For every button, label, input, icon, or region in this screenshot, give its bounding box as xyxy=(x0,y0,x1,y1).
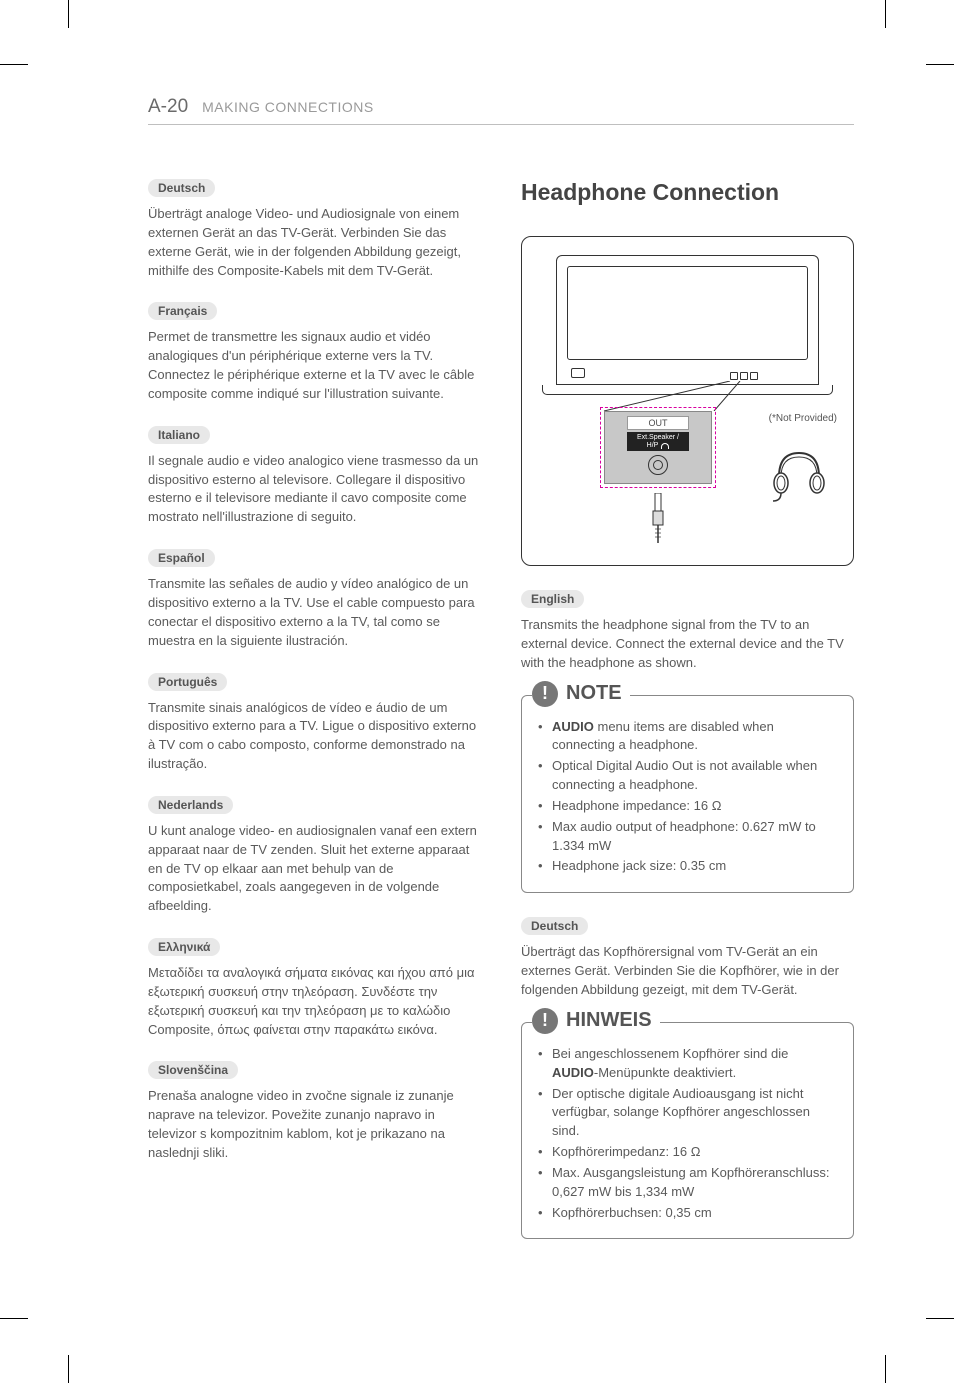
out-label: OUT xyxy=(627,416,689,430)
crop-mark xyxy=(926,1318,954,1319)
tv-screen-icon xyxy=(567,266,808,360)
note-item: Bei angeschlossenem Kopfhörer sind die A… xyxy=(538,1045,837,1083)
paragraph: Transmite las señales de audio y vídeo a… xyxy=(148,575,481,650)
jack-icon xyxy=(648,455,668,475)
note-header: ! NOTE xyxy=(532,681,630,707)
port-label-line2: H/P xyxy=(647,442,659,450)
note-item: Max audio output of headphone: 0.627 mW … xyxy=(538,818,837,856)
left-column: Deutsch Überträgt analoge Video- und Aud… xyxy=(148,179,481,1263)
paragraph: Transmits the headphone signal from the … xyxy=(521,616,854,673)
port-highlight: OUT Ext.Speaker / H/P xyxy=(600,407,716,488)
not-provided-label: (*Not Provided) xyxy=(769,413,837,424)
lang-block-italiano: Italiano Il segnale audio e video analog… xyxy=(148,426,481,527)
tv-sensor-icon xyxy=(571,368,585,378)
lang-tag: Français xyxy=(148,302,217,320)
port-panel: OUT Ext.Speaker / H/P xyxy=(600,407,716,488)
lang-tag: Português xyxy=(148,673,227,691)
lang-block-deutsch-right: Deutsch Überträgt das Kopfhörersignal vo… xyxy=(521,917,854,1000)
page-header: A-20 MAKING CONNECTIONS xyxy=(148,96,854,125)
paragraph: Il segnale audio e video analogico viene… xyxy=(148,452,481,527)
headphone-glyph-icon xyxy=(661,443,669,449)
lang-block-greek: Ελληνικά Μεταδίδει τα αναλογικά σήματα ε… xyxy=(148,938,481,1039)
port-label: Ext.Speaker / H/P xyxy=(627,432,689,451)
paragraph: Transmite sinais analógicos de vídeo e á… xyxy=(148,699,481,774)
note-box-english: ! NOTE AUDIO menu items are disabled whe… xyxy=(521,695,854,894)
paragraph: Prenaša analogne video in zvočne signale… xyxy=(148,1087,481,1162)
lang-block-nederlands: Nederlands U kunt analoge video- en audi… xyxy=(148,796,481,916)
info-icon: ! xyxy=(532,1008,558,1034)
note-title: NOTE xyxy=(566,682,622,705)
tv-stand-icon xyxy=(542,385,833,395)
note-item: Headphone impedance: 16 Ω xyxy=(538,797,837,816)
page: A-20 MAKING CONNECTIONS Deutsch Überträg… xyxy=(0,0,954,1383)
lang-tag: Italiano xyxy=(148,426,210,444)
crop-mark xyxy=(0,1318,28,1319)
crop-mark xyxy=(885,1355,886,1383)
tv-icon xyxy=(556,255,819,385)
lang-tag: Deutsch xyxy=(521,917,588,935)
paragraph: Μεταδίδει τα αναλογικά σήματα εικόνας κα… xyxy=(148,964,481,1039)
headphones-icon xyxy=(769,447,829,503)
lang-block-deutsch: Deutsch Überträgt analoge Video- und Aud… xyxy=(148,179,481,280)
paragraph: Überträgt analoge Video- und Audiosignal… xyxy=(148,205,481,280)
lang-block-francais: Français Permet de transmettre les signa… xyxy=(148,302,481,403)
connection-diagram: OUT Ext.Speaker / H/P xyxy=(521,236,854,566)
lang-tag: Ελληνικά xyxy=(148,938,220,956)
lang-tag: Deutsch xyxy=(148,179,215,197)
port-label-line1: Ext.Speaker / xyxy=(627,434,689,442)
note-box-deutsch: ! HINWEIS Bei angeschlossenem Kopfhörer … xyxy=(521,1022,854,1240)
note-item: Der optische digitale Audioausgang ist n… xyxy=(538,1085,837,1142)
section-name: MAKING CONNECTIONS xyxy=(202,99,374,115)
crop-mark xyxy=(0,64,28,65)
paragraph: Überträgt das Kopfhörersignal vom TV-Ger… xyxy=(521,943,854,1000)
note-header: ! HINWEIS xyxy=(532,1008,660,1034)
lang-block-slovenscina: Slovenščina Prenaša analogne video in zv… xyxy=(148,1061,481,1162)
lang-tag: Español xyxy=(148,549,215,567)
crop-mark xyxy=(885,0,886,28)
note-item: Headphone jack size: 0.35 cm xyxy=(538,857,837,876)
note-item: Kopfhörerimpedanz: 16 Ω xyxy=(538,1143,837,1162)
lang-block-espanol: Español Transmite las señales de audio y… xyxy=(148,549,481,650)
heading-headphone-connection: Headphone Connection xyxy=(521,179,854,206)
lang-tag: Nederlands xyxy=(148,796,233,814)
crop-mark xyxy=(68,0,69,28)
page-number: A-20 xyxy=(148,96,188,118)
paragraph: Permet de transmettre les signaux audio … xyxy=(148,328,481,403)
note-item: Optical Digital Audio Out is not availab… xyxy=(538,757,837,795)
note-item: Max. Ausgangsleistung am Kopfhöreranschl… xyxy=(538,1164,837,1202)
note-title: HINWEIS xyxy=(566,1009,652,1032)
note-list: AUDIO menu items are disabled when conne… xyxy=(538,718,837,877)
info-icon: ! xyxy=(532,681,558,707)
right-column: Headphone Connection OUT xyxy=(521,179,854,1263)
port-panel-body: OUT Ext.Speaker / H/P xyxy=(604,411,712,484)
crop-mark xyxy=(68,1355,69,1383)
note-item: Kopfhörerbuchsen: 0,35 cm xyxy=(538,1204,837,1223)
note-list: Bei angeschlossenem Kopfhörer sind die A… xyxy=(538,1045,837,1223)
lang-tag: English xyxy=(521,590,584,608)
tv-port-icon xyxy=(730,372,758,380)
paragraph: U kunt analoge video- en audiosignalen v… xyxy=(148,822,481,916)
lang-tag: Slovenščina xyxy=(148,1061,238,1079)
note-item: AUDIO menu items are disabled when conne… xyxy=(538,718,837,756)
content-columns: Deutsch Überträgt analoge Video- und Aud… xyxy=(148,179,854,1263)
crop-mark xyxy=(926,64,954,65)
plug-icon xyxy=(652,493,664,553)
lang-block-portugues: Português Transmite sinais analógicos de… xyxy=(148,673,481,774)
lang-block-english: English Transmits the headphone signal f… xyxy=(521,590,854,673)
